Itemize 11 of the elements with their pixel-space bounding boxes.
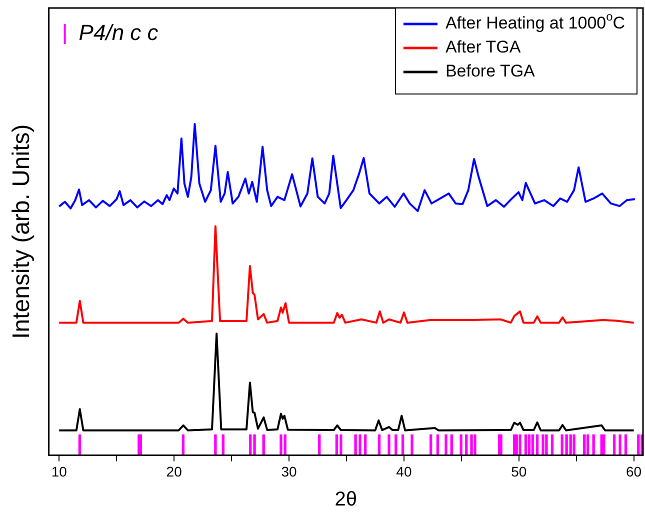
legend-label: P4/n c c: [78, 20, 158, 46]
x-tick-label: 20: [166, 463, 182, 480]
x-tick-label: 60: [626, 463, 642, 480]
x-axis-title: 2θ: [334, 488, 358, 511]
x-tick-label: 40: [396, 463, 412, 480]
legend-label: Before TGA: [445, 62, 536, 81]
x-tick-label: 30: [281, 463, 298, 480]
legend-label: After TGA: [445, 38, 522, 57]
x-tick-label: 50: [511, 463, 527, 480]
x-tick-label: 10: [51, 463, 68, 480]
y-axis-title: Intensity (arb. Units): [8, 124, 36, 339]
